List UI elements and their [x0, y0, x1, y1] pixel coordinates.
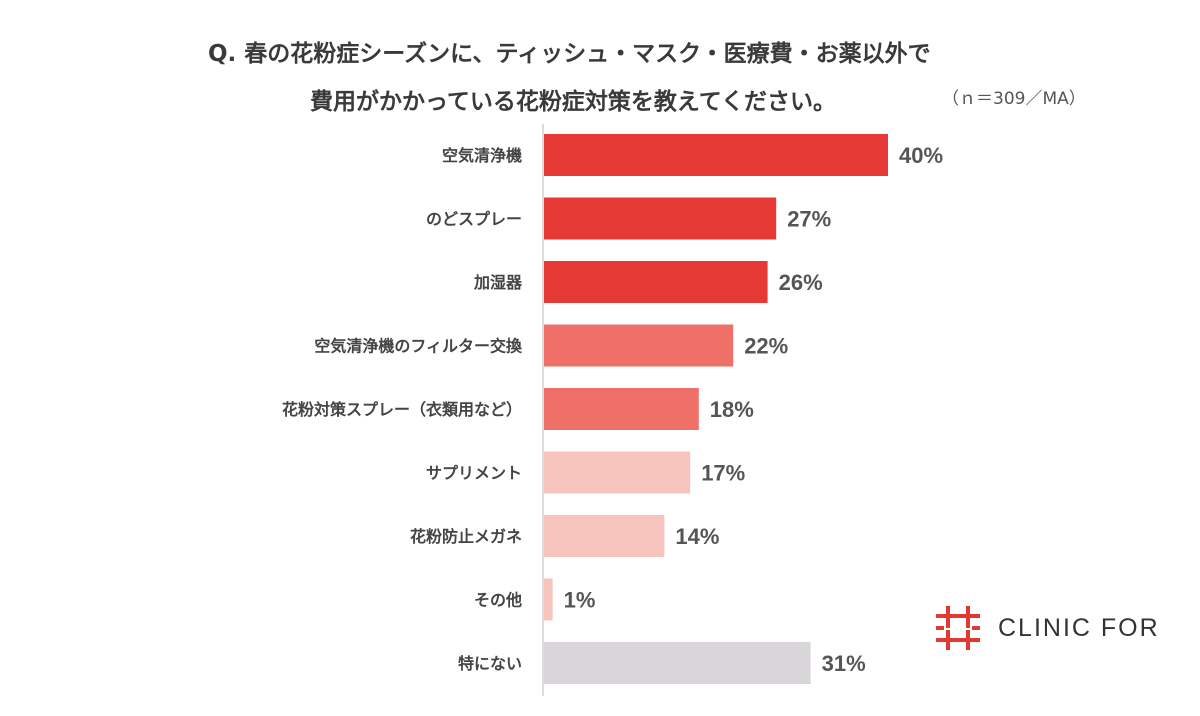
category-label: 加湿器: [473, 273, 523, 292]
bar: [544, 261, 768, 303]
value-label: 22%: [744, 334, 788, 359]
bar: [544, 134, 888, 176]
category-label: 特にない: [458, 654, 522, 673]
value-label: 18%: [710, 397, 754, 422]
value-label: 31%: [822, 651, 866, 676]
bar: [544, 578, 553, 621]
chart-title-line-1: Q. 春の花粉症シーズンに、ティッシュ・マスク・医療費・お薬以外で: [208, 41, 931, 67]
logo-text: CLINIC FOR: [998, 613, 1160, 642]
clinic-for-logo: CLINIC FOR: [934, 604, 1160, 652]
category-label: その他: [474, 591, 522, 610]
category-label: 花粉対策スプレー（衣類用など）: [282, 400, 522, 419]
bar: [544, 451, 691, 494]
category-label: サプリメント: [426, 464, 522, 483]
chart-title-line-2: 費用がかかっている花粉症対策を教えてください。: [310, 89, 837, 115]
sample-size-note: （ｎ＝309／MA）: [942, 89, 1086, 109]
category-label: 空気清浄機のフィルター交換: [314, 337, 523, 356]
bar: [544, 515, 665, 557]
bar: [544, 197, 777, 240]
bar: [544, 324, 734, 367]
value-label: 1%: [564, 588, 596, 613]
value-label: 40%: [899, 143, 943, 168]
value-label: 27%: [787, 207, 831, 232]
red-cross-logo-icon: [936, 606, 980, 650]
value-label: 14%: [675, 524, 719, 549]
category-label: 空気清浄機: [442, 146, 522, 165]
bar: [544, 642, 811, 684]
value-label: 26%: [779, 270, 823, 295]
bar: [544, 388, 699, 430]
value-label: 17%: [701, 461, 745, 486]
category-label: のどスプレー: [426, 210, 522, 229]
category-label: 花粉防止メガネ: [410, 527, 522, 546]
